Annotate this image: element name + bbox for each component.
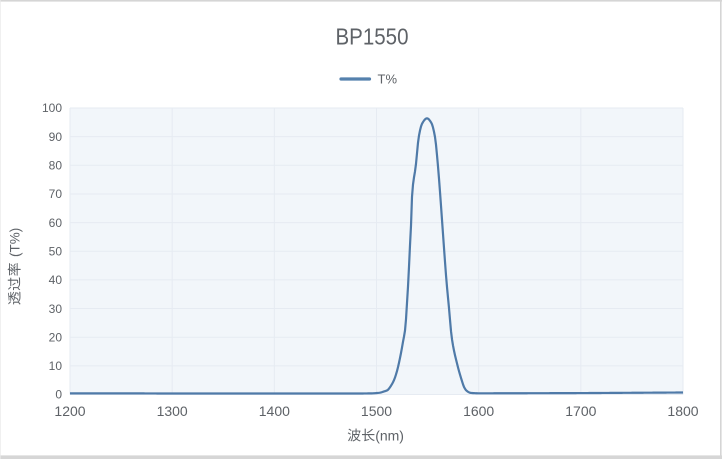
svg-text:1500: 1500 — [361, 403, 392, 419]
svg-text:90: 90 — [49, 130, 63, 144]
svg-text:(T%): (T%) — [8, 228, 23, 257]
svg-text:30: 30 — [49, 302, 63, 316]
svg-text:1800: 1800 — [667, 403, 698, 419]
svg-text:1600: 1600 — [463, 403, 494, 419]
svg-text:60: 60 — [49, 216, 63, 230]
svg-text:1400: 1400 — [259, 403, 290, 419]
svg-text:1700: 1700 — [565, 403, 596, 419]
svg-text:70: 70 — [49, 187, 63, 201]
svg-text:10: 10 — [49, 359, 63, 373]
svg-text:1300: 1300 — [157, 403, 188, 419]
svg-text:80: 80 — [49, 159, 63, 173]
svg-text:100: 100 — [42, 101, 62, 115]
svg-text:40: 40 — [49, 273, 63, 287]
svg-text:T%: T% — [378, 72, 398, 87]
svg-text:1200: 1200 — [54, 403, 85, 419]
svg-text:(nm): (nm) — [375, 427, 404, 443]
svg-text:BP1550: BP1550 — [336, 23, 409, 49]
svg-text:50: 50 — [49, 244, 63, 258]
svg-text:20: 20 — [49, 330, 63, 344]
svg-text:0: 0 — [55, 388, 62, 402]
